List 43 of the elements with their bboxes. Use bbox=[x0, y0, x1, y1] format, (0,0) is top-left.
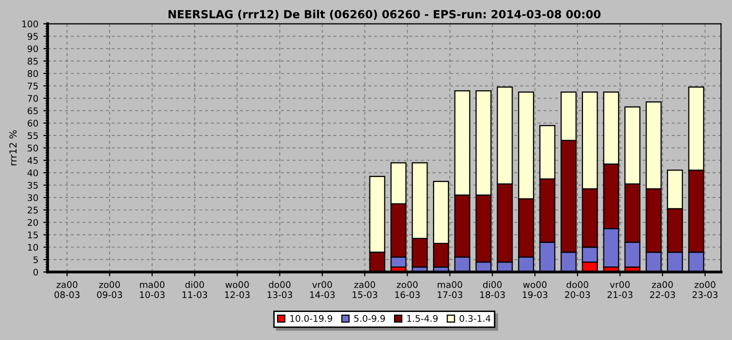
y-tick-label: 15 bbox=[28, 232, 38, 238]
x-tick-label: zo00 23-03 bbox=[692, 281, 718, 298]
y-tick-label: 85 bbox=[28, 58, 38, 65]
legend-label: 5.0-9.9 bbox=[354, 315, 385, 322]
legend-label: 10.0-19.9 bbox=[290, 315, 332, 322]
x-tick-label: wo00 19-03 bbox=[522, 281, 548, 298]
x-tick-label: do00 20-03 bbox=[565, 281, 590, 298]
y-tick-label: 20 bbox=[28, 219, 38, 226]
y-tick-label: 70 bbox=[28, 94, 38, 102]
x-tick-label: zo00 09-03 bbox=[97, 281, 122, 298]
legend-label: 0.3-1.4 bbox=[460, 315, 490, 322]
x-tick-label: ma00 10-03 bbox=[140, 281, 165, 298]
y-tick-label: 90 bbox=[28, 45, 38, 52]
y-tick-label: 100 bbox=[22, 20, 38, 28]
x-tick-label: vr00 21-03 bbox=[608, 281, 632, 298]
x-tick-label: wo00 12-03 bbox=[225, 281, 250, 298]
x-tick-label: za00 15-03 bbox=[352, 281, 378, 298]
y-tick-label: 80 bbox=[28, 70, 38, 77]
x-tick-label: vr00 14-03 bbox=[310, 281, 335, 298]
y-tick-label: 25 bbox=[28, 206, 38, 214]
legend-label: 1.5-4.9 bbox=[407, 315, 438, 322]
y-tick-label: 50 bbox=[28, 144, 38, 152]
x-tick-label: do00 13-03 bbox=[268, 281, 292, 298]
y-tick-label: 0 bbox=[33, 268, 38, 276]
y-tick-label: 5 bbox=[34, 256, 38, 264]
y-tick-label: 10 bbox=[28, 244, 38, 251]
x-tick-label: za00 08-03 bbox=[54, 281, 80, 298]
y-tick-label: 40 bbox=[28, 169, 38, 176]
chart-title: NEERSLAG (rrr12) De Bilt (06260) 06260 - EPS-run: 2014-03-08 00:00 bbox=[168, 10, 601, 20]
y-tick-label: 65 bbox=[28, 107, 38, 114]
y-tick-label: 75 bbox=[28, 82, 38, 90]
x-tick-label: za00 22-03 bbox=[650, 281, 675, 298]
y-tick-label: 35 bbox=[28, 182, 38, 189]
x-tick-label: zo00 16-03 bbox=[395, 281, 420, 298]
y-tick-label: 30 bbox=[28, 194, 38, 202]
x-tick-label: ma00 17-03 bbox=[438, 281, 462, 298]
y-tick-label: 60 bbox=[28, 120, 38, 127]
y-axis-title: rrr12 % bbox=[9, 130, 17, 166]
y-tick-label: 55 bbox=[28, 132, 38, 140]
y-tick-label: 95 bbox=[28, 32, 38, 40]
x-tick-label: di00 11-03 bbox=[182, 281, 208, 298]
x-tick-label: di00 18-03 bbox=[480, 281, 505, 298]
y-tick-label: 45 bbox=[28, 157, 38, 164]
